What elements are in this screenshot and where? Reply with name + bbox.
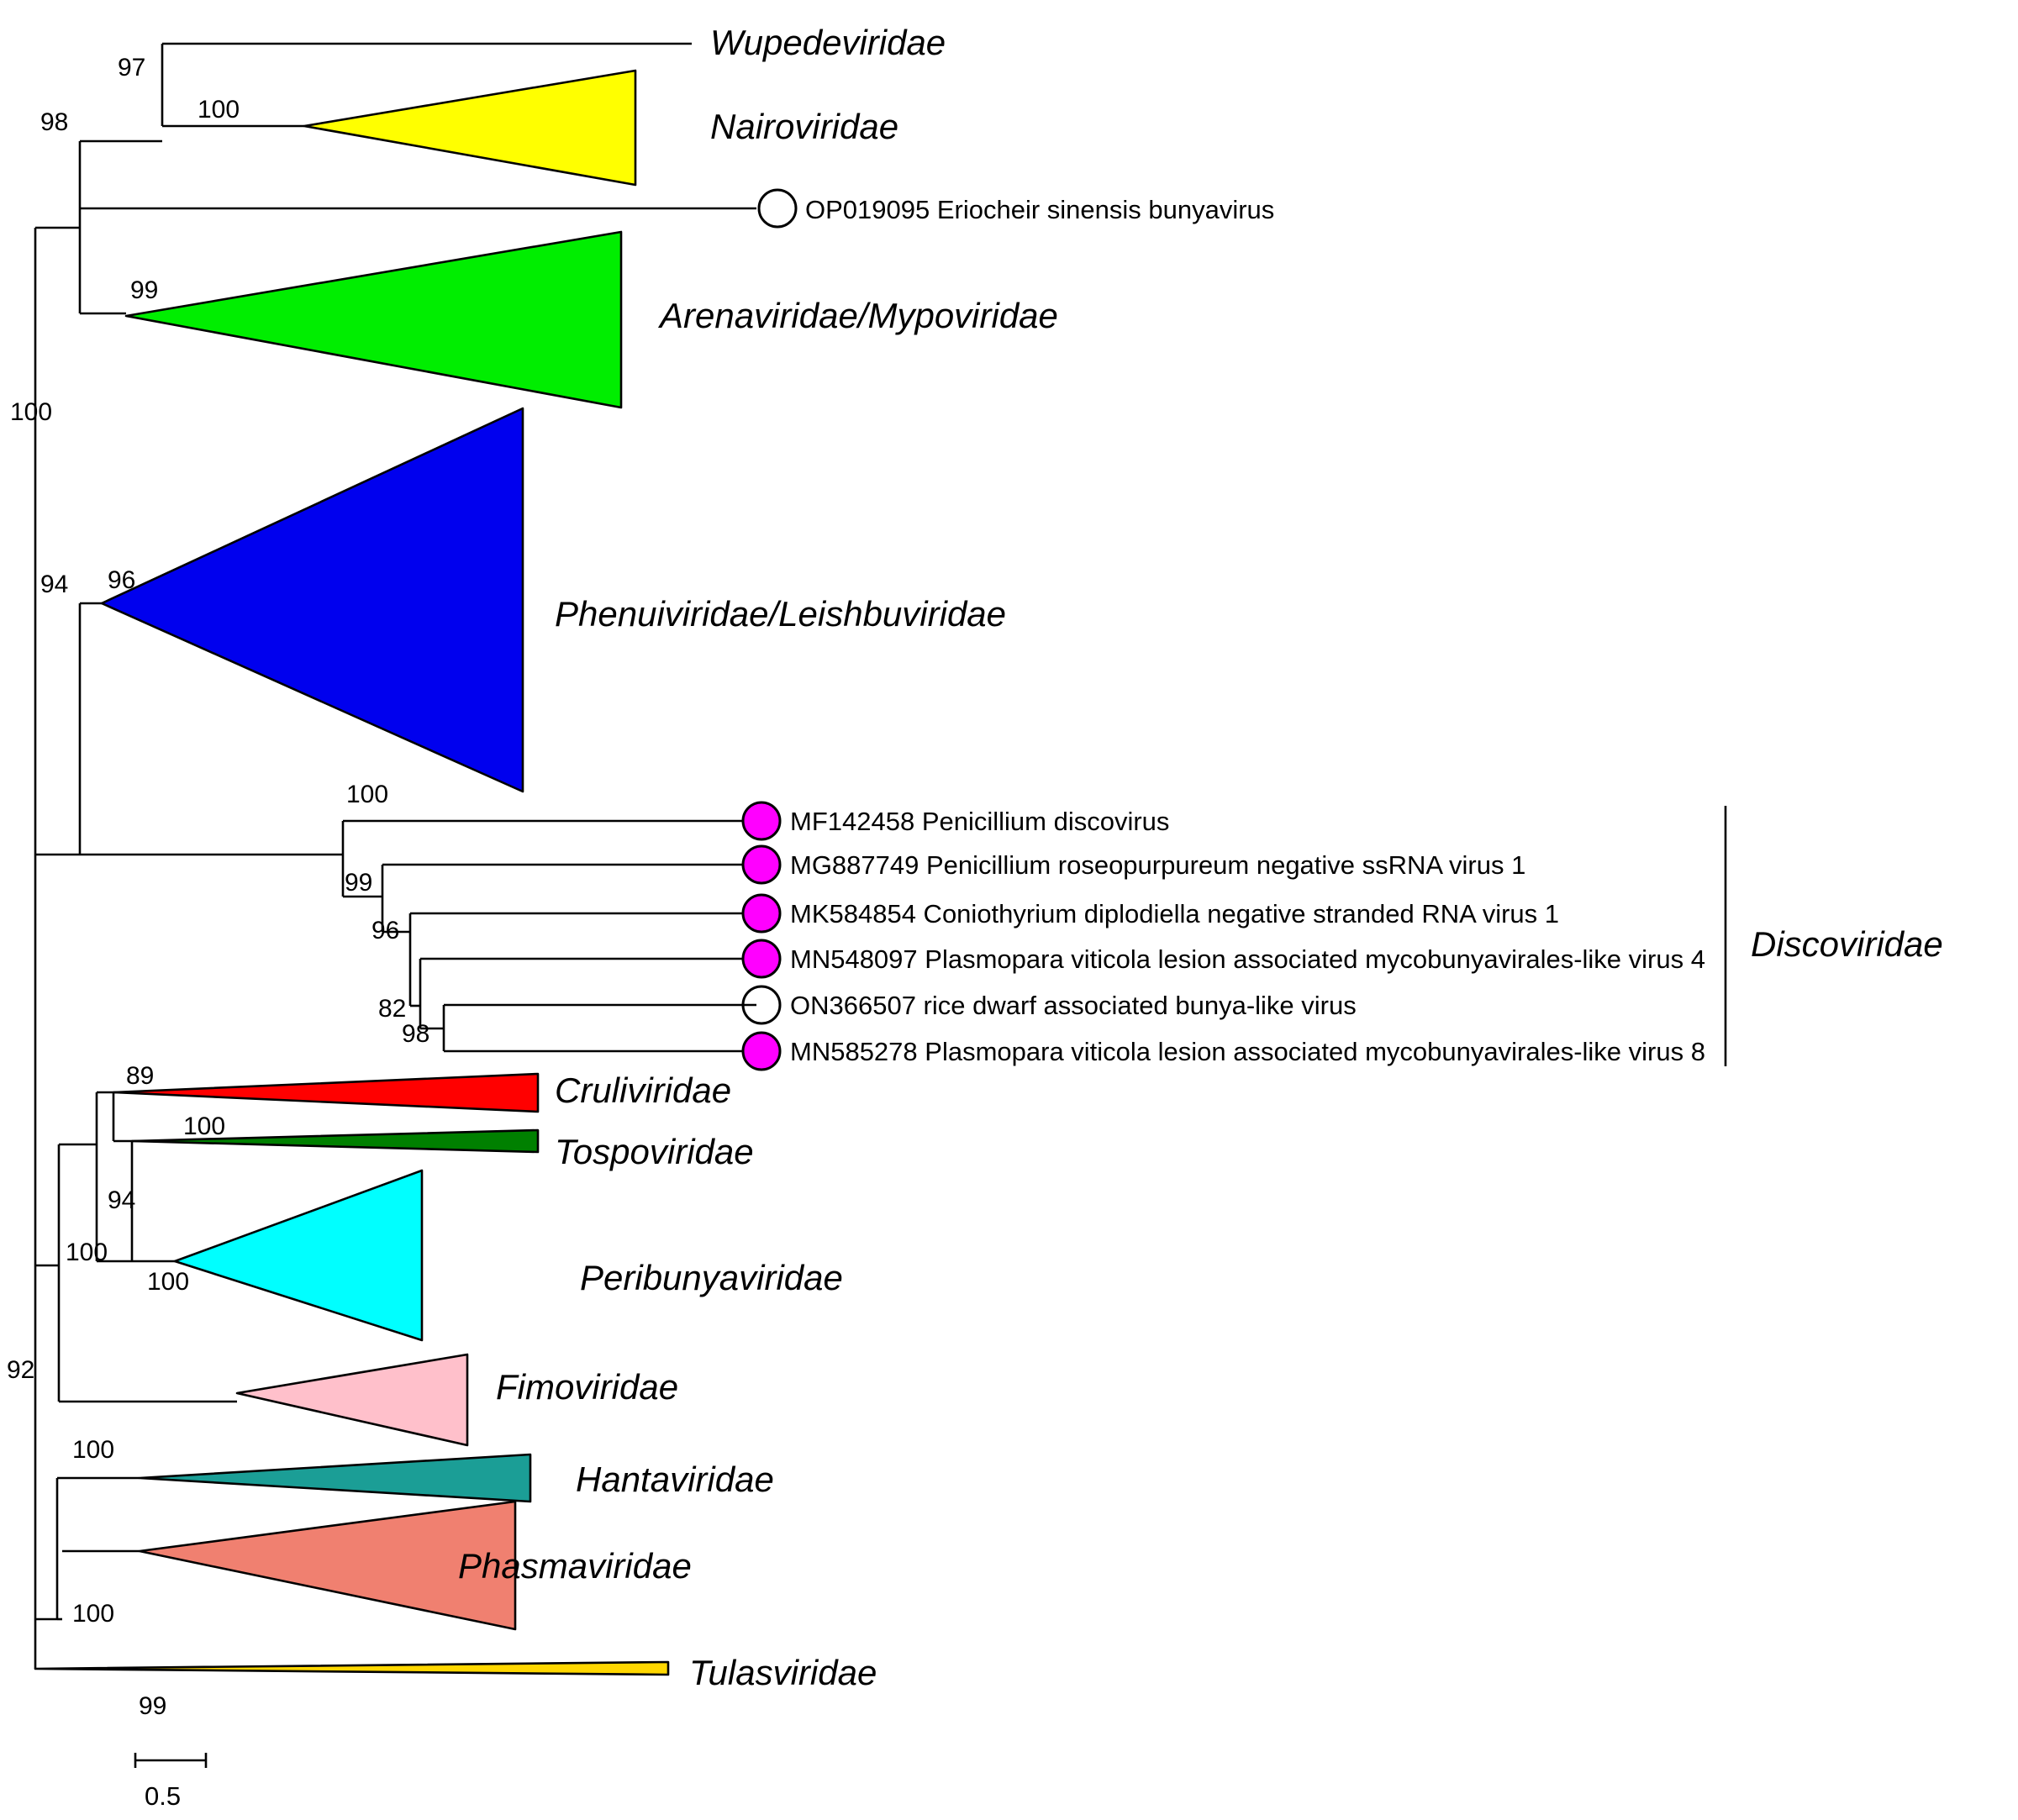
svg-text:Arenaviridae/Mypoviridae: Arenaviridae/Mypoviridae — [657, 296, 1058, 335]
svg-text:100: 100 — [72, 1436, 114, 1464]
svg-text:Tospoviridae: Tospoviridae — [555, 1132, 754, 1171]
svg-text:Phenuiviridae/Leishbuviridae: Phenuiviridae/Leishbuviridae — [555, 594, 1006, 634]
svg-text:MN585278 Plasmopara viticola l: MN585278 Plasmopara viticola lesion asso… — [790, 1037, 1705, 1066]
svg-text:89: 89 — [126, 1062, 154, 1090]
svg-text:100: 100 — [198, 96, 240, 124]
svg-text:97: 97 — [118, 54, 145, 82]
svg-text:Peribunyaviridae: Peribunyaviridae — [580, 1258, 843, 1297]
svg-text:MG887749 Penicillium roseopurp: MG887749 Penicillium roseopurpureum nega… — [790, 850, 1525, 880]
svg-text:99: 99 — [345, 869, 372, 897]
svg-text:100: 100 — [72, 1600, 114, 1628]
svg-text:Fimoviridae: Fimoviridae — [496, 1367, 678, 1407]
svg-text:100: 100 — [10, 398, 52, 426]
svg-text:82: 82 — [378, 995, 406, 1023]
svg-text:Hantaviridae: Hantaviridae — [576, 1460, 774, 1499]
svg-text:MK584854 Coniothyrium diplodie: MK584854 Coniothyrium diplodiella negati… — [790, 899, 1559, 928]
svg-text:92: 92 — [7, 1356, 34, 1384]
svg-text:ON366507 rice dwarf associated: ON366507 rice dwarf associated bunya-lik… — [790, 991, 1357, 1020]
svg-text:OP019095 Eriocheir sinensis bu: OP019095 Eriocheir sinensis bunyavirus — [805, 195, 1274, 224]
svg-text:Nairoviridae: Nairoviridae — [710, 107, 898, 146]
svg-text:Discoviridae: Discoviridae — [1751, 924, 1943, 964]
svg-text:100: 100 — [147, 1268, 189, 1296]
svg-text:MF142458 Penicillium discoviru: MF142458 Penicillium discovirus — [790, 807, 1169, 836]
svg-text:98: 98 — [402, 1020, 429, 1048]
svg-text:94: 94 — [108, 1186, 135, 1214]
svg-text:100: 100 — [66, 1239, 108, 1266]
svg-text:Wupedeviridae: Wupedeviridae — [710, 23, 946, 62]
svg-text:99: 99 — [130, 276, 158, 304]
svg-text:Cruliviridae: Cruliviridae — [555, 1070, 731, 1110]
svg-text:94: 94 — [40, 571, 68, 598]
svg-text:Tulasviridae: Tulasviridae — [689, 1653, 877, 1692]
svg-text:0.5: 0.5 — [145, 1781, 181, 1811]
svg-text:96: 96 — [371, 917, 399, 944]
svg-text:99: 99 — [139, 1692, 166, 1720]
svg-text:Phasmaviridae: Phasmaviridae — [458, 1546, 692, 1586]
svg-text:MN548097 Plasmopara viticola l: MN548097 Plasmopara viticola lesion asso… — [790, 944, 1705, 974]
svg-text:100: 100 — [346, 781, 388, 808]
svg-text:100: 100 — [183, 1113, 225, 1140]
svg-text:96: 96 — [108, 566, 135, 594]
svg-text:98: 98 — [40, 108, 68, 136]
